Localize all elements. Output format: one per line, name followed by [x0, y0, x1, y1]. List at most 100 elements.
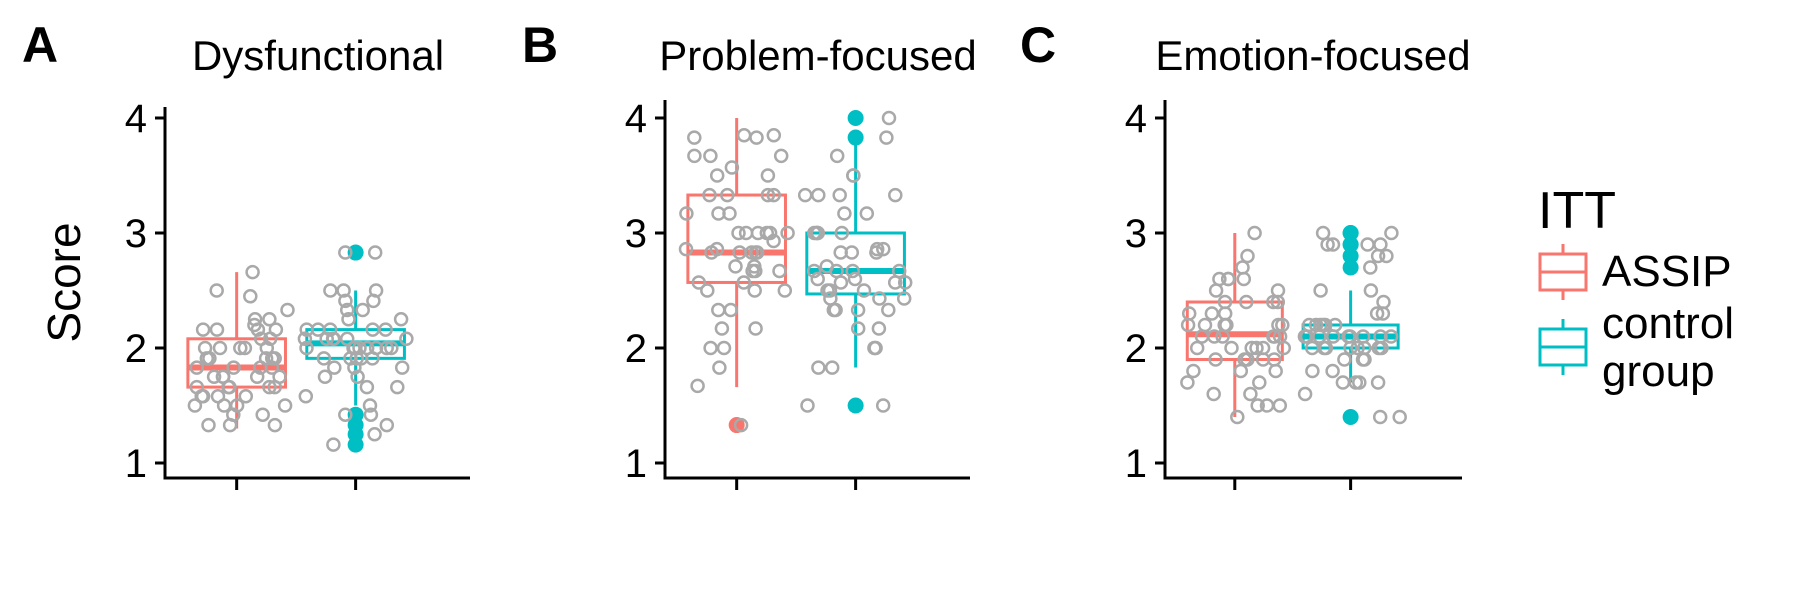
data-point: [844, 245, 860, 260]
outlier-point: [847, 129, 864, 146]
outlier-point: [1342, 236, 1359, 253]
series-assip: [186, 264, 295, 490]
outlier-point: [347, 436, 364, 453]
data-point: [325, 331, 341, 347]
data-point: [714, 321, 730, 336]
data-point: [687, 148, 702, 164]
panel-title: Problem-focused: [659, 32, 976, 79]
data-point: [1320, 237, 1335, 252]
series-assip: [1180, 225, 1292, 490]
data-point: [1372, 409, 1388, 425]
data-point: [847, 271, 863, 287]
data-point: [1315, 225, 1331, 241]
data-point: [299, 340, 314, 356]
data-point: [702, 187, 717, 203]
panel-title: Dysfunctional: [192, 32, 444, 79]
data-point: [341, 312, 356, 327]
data-point: [1270, 283, 1286, 298]
data-point: [1240, 248, 1255, 264]
data-point: [365, 351, 380, 366]
series-control-group: [297, 244, 414, 490]
legend-label: control group: [1602, 299, 1734, 396]
data-point: [829, 148, 845, 164]
data-point: [327, 360, 342, 375]
data-point: [1370, 375, 1386, 390]
data-point: [833, 275, 849, 290]
data-point: [1317, 317, 1333, 333]
outlier-point: [1342, 259, 1359, 276]
data-point: [367, 245, 383, 260]
data-point: [1186, 363, 1201, 379]
data-point: [1360, 237, 1375, 252]
data-point: [1255, 352, 1271, 367]
data-point: [209, 283, 224, 298]
data-point: [326, 437, 341, 452]
y-tick-label: 3: [125, 212, 147, 256]
data-point: [250, 322, 266, 337]
data-point: [766, 233, 781, 249]
data-point: [724, 160, 740, 175]
data-point: [349, 351, 364, 366]
y-tick-label: 2: [125, 327, 147, 371]
data-point: [797, 187, 813, 203]
y-tick-label: 4: [625, 97, 647, 141]
data-point: [338, 407, 353, 422]
data-point: [384, 340, 399, 356]
data-point: [806, 263, 822, 279]
data-point: [1243, 386, 1258, 402]
data-point: [1355, 352, 1371, 367]
data-point: [766, 187, 781, 203]
data-point: [748, 263, 763, 279]
data-point: [800, 398, 815, 413]
data-point: [896, 291, 912, 306]
data-point: [277, 398, 293, 413]
data-point: [367, 427, 382, 442]
data-point: [704, 245, 719, 260]
data-point: [760, 168, 776, 183]
data-point: [1305, 363, 1320, 379]
data-point: [262, 331, 278, 347]
data-point: [1266, 329, 1281, 344]
data-point: [189, 360, 205, 375]
data-point: [700, 283, 715, 298]
data-point: [809, 225, 825, 241]
data-point: [1249, 340, 1264, 356]
data-point: [316, 351, 332, 366]
data-point: [822, 283, 838, 298]
data-point: [189, 379, 205, 395]
data-point: [1220, 271, 1236, 287]
series-control-group: [1297, 225, 1407, 490]
series-assip: [678, 118, 795, 490]
data-point: [738, 225, 754, 241]
data-point: [222, 417, 238, 433]
outlier-point: [1342, 225, 1359, 241]
data-point: [280, 302, 295, 318]
data-point: [298, 389, 314, 404]
data-point: [678, 241, 694, 257]
data-point: [310, 322, 326, 337]
data-point: [859, 206, 875, 221]
data-point: [243, 289, 258, 304]
data-point: [1230, 409, 1245, 425]
data-point: [336, 283, 351, 298]
data-point: [394, 360, 410, 375]
data-point: [1276, 340, 1292, 356]
legend-label: ASSIP: [1602, 247, 1732, 296]
data-point: [1272, 398, 1288, 413]
data-point: [1180, 317, 1196, 333]
data-point: [1206, 386, 1221, 402]
data-point: [687, 130, 702, 145]
y-tick-label: 2: [625, 327, 647, 371]
data-point: [845, 263, 860, 279]
data-point: [1363, 283, 1379, 298]
data-point: [749, 130, 764, 145]
box: [805, 231, 906, 296]
y-tick-label: 1: [125, 442, 147, 486]
data-point: [262, 312, 277, 327]
data-point: [748, 321, 763, 336]
data-point: [1373, 237, 1388, 252]
data-point: [339, 302, 355, 318]
y-tick-label: 4: [1125, 97, 1147, 141]
data-point: [736, 128, 752, 143]
data-point: [1383, 329, 1399, 344]
